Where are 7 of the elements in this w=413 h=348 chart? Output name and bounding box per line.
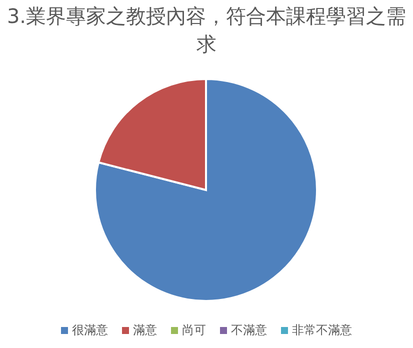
legend-label: 非常不滿意	[292, 323, 352, 337]
legend-label: 滿意	[133, 323, 157, 337]
chart-title: 3.業界專家之教授內容，符合本課程學習之需求	[6, 3, 408, 58]
legend-label: 很滿意	[72, 323, 108, 337]
legend-label: 尚可	[182, 323, 206, 337]
pie-slice	[94, 78, 318, 302]
legend-label: 不滿意	[231, 323, 267, 337]
